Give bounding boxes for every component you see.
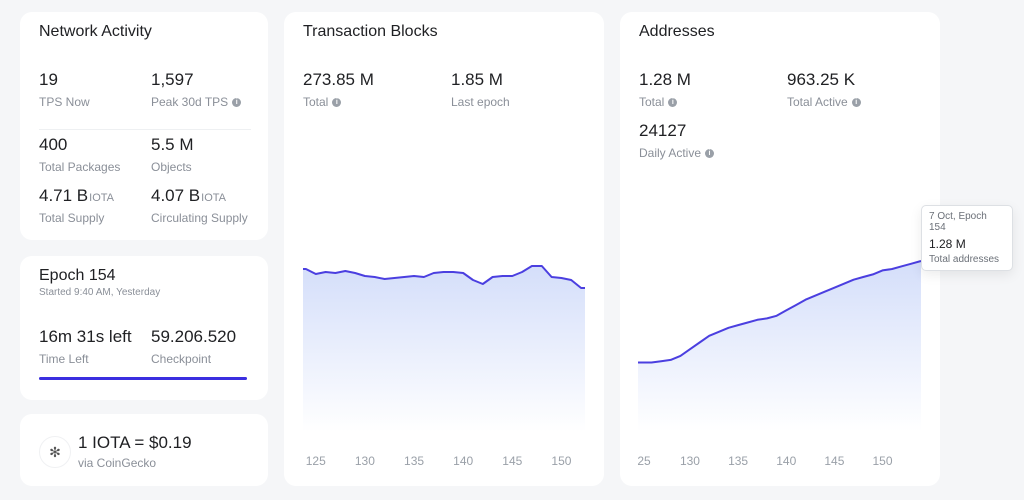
stat-tps-now: 19 TPS Now bbox=[39, 70, 90, 109]
price-text: 1 IOTA = $0.19 bbox=[78, 433, 192, 452]
area-fill bbox=[638, 261, 921, 432]
x-tick-label: 145 bbox=[824, 454, 845, 468]
stat-value: 4.07 B bbox=[151, 186, 201, 205]
info-icon[interactable]: i bbox=[705, 148, 715, 158]
info-icon[interactable]: i bbox=[232, 97, 242, 107]
stat-value: 59.206.520 bbox=[151, 327, 237, 346]
stat-value: 1,597 bbox=[151, 70, 194, 89]
stat-value: 24127 bbox=[639, 121, 687, 140]
card-title: Network Activity bbox=[39, 23, 152, 40]
price-source[interactable]: via CoinGecko bbox=[78, 456, 157, 470]
stat-packages: 400 Total Packages bbox=[39, 135, 120, 174]
divider bbox=[39, 129, 251, 130]
stat-label: Circulating Supply bbox=[151, 211, 248, 225]
stat-value: 16m 31s left bbox=[39, 327, 132, 346]
stat-daily-active: 24127 Daily Active i bbox=[639, 121, 715, 160]
stat-label: Daily Active bbox=[639, 146, 702, 160]
series-line bbox=[638, 260, 922, 364]
info-icon[interactable]: i bbox=[668, 97, 678, 107]
x-tick-label: 135 bbox=[728, 454, 749, 468]
stat-value: 273.85 M bbox=[303, 70, 374, 89]
stat-last-epoch: 1.85 M Last epoch bbox=[451, 70, 510, 109]
stat-value: 19 bbox=[39, 70, 58, 89]
unit: IOTA bbox=[89, 192, 115, 204]
x-tick-label: 130 bbox=[354, 454, 375, 468]
price-card: ✻ 1 IOTA = $0.19 via CoinGecko bbox=[20, 414, 268, 486]
stat-label: Checkpoint bbox=[151, 352, 212, 366]
tooltip-label: Total addresses bbox=[929, 254, 1000, 265]
x-tick-label: 145 bbox=[502, 454, 523, 468]
stat-value: 4.71 B bbox=[39, 186, 89, 205]
epoch-started: Started 9:40 AM, Yesterday bbox=[39, 287, 161, 298]
x-tick-label: 140 bbox=[453, 454, 474, 468]
tooltip-value: 1.28 M bbox=[929, 237, 966, 251]
stat-total: 273.85 M Total i bbox=[303, 70, 374, 109]
stat-label: Total Supply bbox=[39, 211, 105, 225]
stat-time-left: 16m 31s left Time Left bbox=[39, 327, 132, 366]
stat-value: 400 bbox=[39, 135, 68, 154]
tooltip-date: 7 Oct, Epoch 154 bbox=[929, 211, 987, 233]
unit: IOTA bbox=[201, 192, 227, 204]
epoch-title: Epoch 154 bbox=[39, 267, 116, 284]
stat-value: 1.28 M bbox=[639, 70, 691, 89]
epoch-progress-track bbox=[39, 377, 247, 380]
stat-total-active: 963.25 K Total Active i bbox=[787, 70, 861, 109]
iota-logo-icon: ✻ bbox=[39, 436, 71, 468]
info-icon[interactable]: i bbox=[851, 97, 861, 107]
stat-label: Total bbox=[639, 95, 665, 109]
stat-total-supply: 4.71 BIOTA Total Supply bbox=[39, 186, 114, 225]
x-tick-label: 150 bbox=[551, 454, 572, 468]
x-tick-label: 135 bbox=[404, 454, 425, 468]
x-tick-label: 150 bbox=[872, 454, 893, 468]
info-icon[interactable]: i bbox=[332, 97, 342, 107]
x-tick-label: 140 bbox=[776, 454, 797, 468]
stat-value: 5.5 M bbox=[151, 135, 194, 154]
epoch-card: Epoch 154 Started 9:40 AM, Yesterday 16m… bbox=[20, 256, 268, 400]
stat-checkpoint: 59.206.520 Checkpoint bbox=[151, 327, 236, 366]
stat-peak-tps: 1,597 Peak 30d TPS i bbox=[151, 70, 242, 109]
stat-label: Time Left bbox=[39, 352, 89, 366]
x-tick-label: 125 bbox=[305, 454, 326, 468]
network-activity-card: Network Activity 19 TPS Now 1,597 Peak 30d… bbox=[20, 12, 268, 240]
stat-label: Total Packages bbox=[39, 160, 121, 174]
stat-label: Objects bbox=[151, 160, 192, 174]
stat-label: TPS Now bbox=[39, 95, 90, 109]
epoch-progress-fill bbox=[39, 377, 247, 380]
stat-label: Last epoch bbox=[451, 95, 510, 109]
area-fill bbox=[303, 266, 585, 432]
stat-label: Total Active bbox=[787, 95, 848, 109]
stat-value: 1.85 M bbox=[451, 70, 503, 89]
series-line bbox=[303, 265, 585, 289]
chart-tooltip: 7 Oct, Epoch 154 1.28 M Total addresses bbox=[921, 205, 1013, 271]
card-title: Transaction Blocks bbox=[303, 23, 438, 40]
stat-objects: 5.5 M Objects bbox=[151, 135, 194, 174]
stat-label: Peak 30d TPS bbox=[151, 95, 229, 109]
stat-total: 1.28 M Total i bbox=[639, 70, 691, 109]
x-tick-label: 25 bbox=[637, 454, 651, 468]
x-tick-label: 130 bbox=[679, 454, 700, 468]
card-title: Addresses bbox=[639, 23, 715, 40]
stat-circulating-supply: 4.07 BIOTA Circulating Supply bbox=[151, 186, 248, 225]
stat-label: Total bbox=[303, 95, 329, 109]
stat-value: 963.25 K bbox=[787, 70, 856, 89]
